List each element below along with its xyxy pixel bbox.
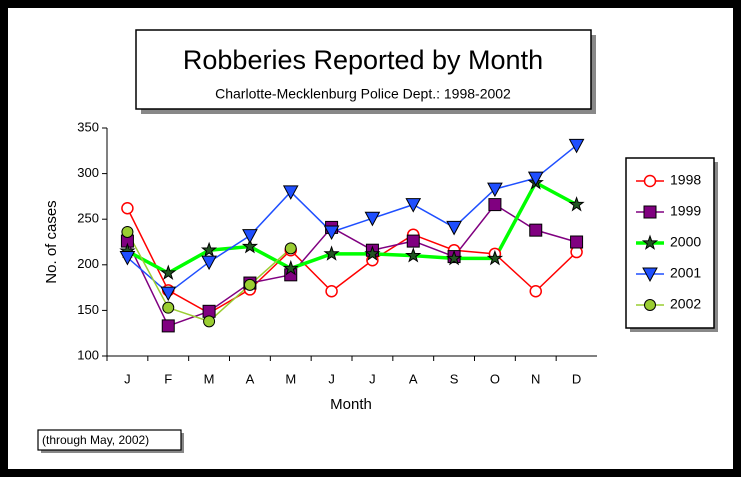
marker <box>323 245 340 261</box>
marker <box>529 223 543 237</box>
marker <box>282 259 299 276</box>
x-tick-label: A <box>409 371 418 386</box>
x-axis-label: Month <box>330 396 372 413</box>
x-tick-label: N <box>531 371 540 386</box>
marker <box>121 225 134 238</box>
legend-label: 2000 <box>670 234 701 250</box>
marker <box>445 249 463 266</box>
marker <box>568 196 585 212</box>
marker <box>643 205 657 219</box>
marker <box>241 238 259 254</box>
legend-label: 1998 <box>670 172 701 188</box>
y-tick-label: 250 <box>77 211 99 226</box>
marker <box>568 138 585 154</box>
chart-title: Robberies Reported by Month <box>183 45 543 75</box>
marker <box>160 264 177 280</box>
marker <box>643 174 657 188</box>
marker <box>282 185 299 200</box>
marker <box>446 220 462 236</box>
marker <box>242 229 258 244</box>
marker <box>364 211 381 227</box>
y-tick-label: 300 <box>77 165 99 180</box>
marker <box>200 241 218 258</box>
marker <box>203 315 216 328</box>
legend-label: 2002 <box>670 296 701 312</box>
marker <box>642 267 658 283</box>
series-line <box>126 180 578 276</box>
x-tick-label: M <box>204 371 215 386</box>
title-box <box>135 29 592 110</box>
marker <box>406 234 420 248</box>
marker <box>570 235 584 249</box>
legend-label: 1999 <box>670 203 701 219</box>
marker <box>160 286 177 302</box>
marker <box>162 301 175 314</box>
x-tick-label: J <box>369 371 376 386</box>
series-line <box>126 203 577 327</box>
marker <box>243 278 256 291</box>
legend-label: 2001 <box>670 265 701 281</box>
chart-subtitle: Charlotte-Mecklenburg Police Dept.: 1998… <box>215 86 511 102</box>
series-line <box>126 144 578 295</box>
x-tick-label: O <box>490 371 500 386</box>
marker <box>405 198 422 213</box>
marker <box>641 234 659 250</box>
marker <box>201 255 217 271</box>
marker <box>364 245 381 261</box>
marker <box>284 242 297 255</box>
marker <box>527 171 544 187</box>
x-tick-label: M <box>285 371 296 386</box>
marker <box>121 202 134 215</box>
marker <box>405 247 422 263</box>
y-tick-label: 350 <box>77 119 99 134</box>
marker <box>486 249 504 266</box>
note-box <box>37 429 182 451</box>
marker <box>161 319 175 333</box>
annotation: (through May, 2002) <box>42 433 149 447</box>
x-tick-label: S <box>450 371 459 386</box>
x-tick-label: J <box>328 371 335 386</box>
marker <box>119 251 136 266</box>
y-tick-label: 100 <box>77 347 99 362</box>
x-tick-label: D <box>572 371 581 386</box>
marker <box>488 198 502 212</box>
y-tick-label: 150 <box>77 302 99 317</box>
x-tick-label: A <box>246 371 255 386</box>
marker <box>325 284 338 298</box>
x-tick-label: F <box>164 371 172 386</box>
marker <box>529 284 542 298</box>
series-line <box>126 207 578 314</box>
marker <box>644 299 656 311</box>
y-axis-label: No. of cases <box>43 200 60 283</box>
marker <box>323 225 340 241</box>
y-tick-label: 200 <box>77 256 99 271</box>
marker <box>487 182 503 198</box>
x-tick-label: J <box>124 371 131 386</box>
